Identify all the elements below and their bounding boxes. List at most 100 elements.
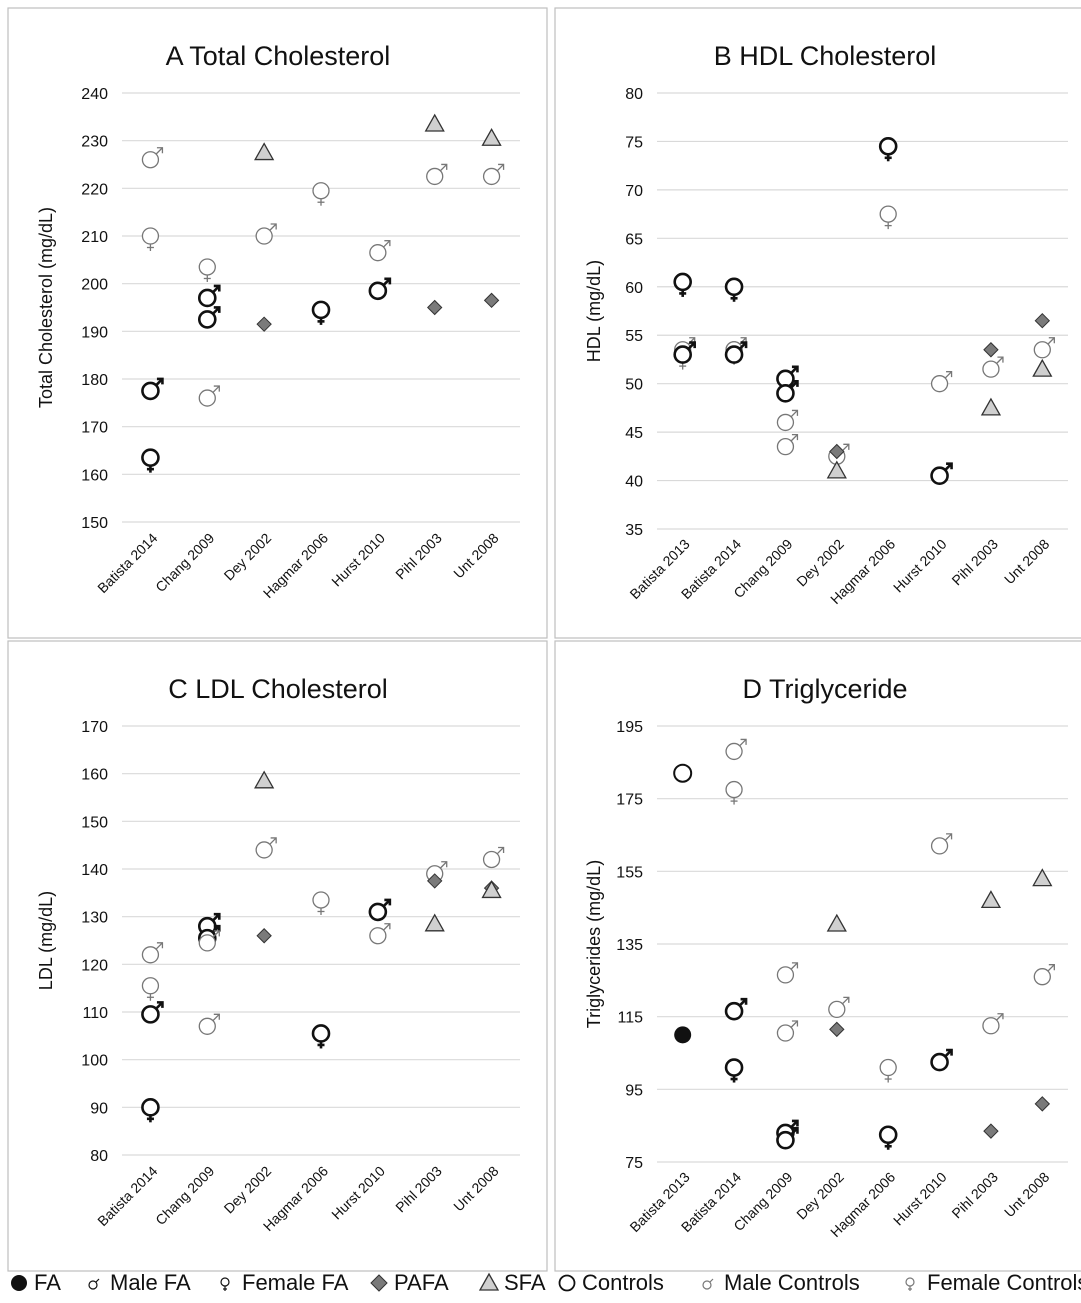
y-tick-label: 60 [625,280,643,297]
male-arrow-shaft [439,861,448,869]
y-tick-label: 75 [625,1155,643,1172]
male-arrow-head [156,942,164,949]
chart-panel-b: B HDL Cholesterol 35 40 45 50 55 60 65 70 75 80 HDL… [554,7,1081,639]
marker-mc [255,837,277,859]
legend-label: Controls [582,1270,664,1295]
marker-ffa [141,448,160,473]
marker-sfa [1032,868,1053,887]
sfa-triangle [424,113,445,132]
male-arrow-head [946,833,953,840]
marker-mc [1033,337,1055,359]
male-arrow-shaft [155,147,163,155]
pafa-diamond [1034,312,1051,329]
male-arrow-shaft [155,942,163,950]
marker-fc [725,780,743,805]
legend-male-icon [702,1280,712,1290]
male-arrow-shaft [496,847,505,855]
pafa-diamond [256,316,272,332]
marker-mc [776,962,799,984]
male-arrow-head [791,1119,799,1127]
legend-item-fa: FA [11,1270,61,1295]
male-arrow-head [156,377,164,385]
male-arrow-shaft [212,1013,220,1022]
female-circle [141,977,160,995]
male-circle [198,934,216,952]
male-arrow-head [791,365,799,373]
marker-ffa [673,272,692,297]
male-circle [930,375,949,393]
male-circle [198,1017,216,1035]
legend-label: PAFA [394,1270,449,1295]
marker-pafa [829,1021,845,1038]
male-circle [982,360,1000,378]
male-arrow-head [997,1013,1004,1020]
male-arrow-shaft [790,434,798,442]
marker-pafa [1034,1096,1051,1112]
female-circle [198,258,216,276]
male-arrow-shaft [995,356,1004,365]
y-tick-label: 220 [81,181,108,198]
data-points [673,738,1055,1150]
marker-sfa [481,880,502,899]
pafa-diamond [427,873,443,889]
marker-mc [982,356,1004,378]
legend-item-fc: Female Controls [905,1270,1081,1295]
marker-mfa [141,1001,164,1024]
male-arrow-shaft [269,837,277,845]
fa-dot [674,1026,692,1044]
legend-male-arrow [709,1278,714,1283]
male-arrow-head [213,930,220,937]
marker-mfa [930,462,953,486]
male-circle [776,1024,795,1042]
male-circle [255,841,273,859]
marker-sfa [826,913,847,932]
pafa-diamond [427,299,443,316]
sfa-triangle [1032,358,1053,377]
marker-fc [141,227,160,251]
chart-title: D Triglyceride [742,674,907,704]
y-tick-label: 35 [625,522,643,539]
sfa-triangle [254,142,275,161]
sfa-triangle [1032,868,1053,887]
female-circle [311,300,331,320]
y-tick-label: 175 [616,792,643,809]
y-tick-label: 80 [625,86,643,103]
male-arrow-head [156,147,164,154]
marker-pafa [983,1123,999,1139]
marker-mc [369,240,391,262]
male-arrow-head [213,284,221,292]
marker-ffa [878,1125,898,1150]
male-arrow-head [156,1001,164,1008]
y-tick-label: 55 [625,328,643,345]
y-tick-label: 210 [81,229,108,246]
legend-label: Male FA [110,1270,191,1295]
panel-border [554,640,1081,1272]
sfa-triangle [826,913,847,932]
marker-mfa [368,898,392,922]
male-arrow-shaft [212,930,220,938]
female-circle [879,205,897,223]
marker-ffa [724,1058,744,1083]
marker-fc [312,182,330,206]
sfa-triangle [980,890,1002,909]
female-circle [879,1058,897,1077]
y-tick-label: 95 [625,1082,643,1099]
marker-mc [198,930,220,952]
y-tick-label: 115 [617,1010,643,1027]
marker-mfa [930,1048,953,1072]
female-circle [724,277,744,297]
male-arrow-head [997,356,1004,363]
legend-male-icon [88,1280,98,1290]
male-arrow-head [689,341,696,349]
marker-ffa [311,300,331,325]
male-circle [482,167,501,186]
female-circle [878,136,898,156]
male-arrow-shaft [790,1020,798,1028]
male-circle [725,742,743,761]
legend-label: FA [34,1270,61,1295]
male-circle [776,384,795,403]
y-axis-label: Triglycerides (mg/dL) [584,860,604,1028]
marker-pafa [427,873,443,889]
female-circle [311,1024,331,1043]
y-tick-label: 170 [81,420,108,437]
